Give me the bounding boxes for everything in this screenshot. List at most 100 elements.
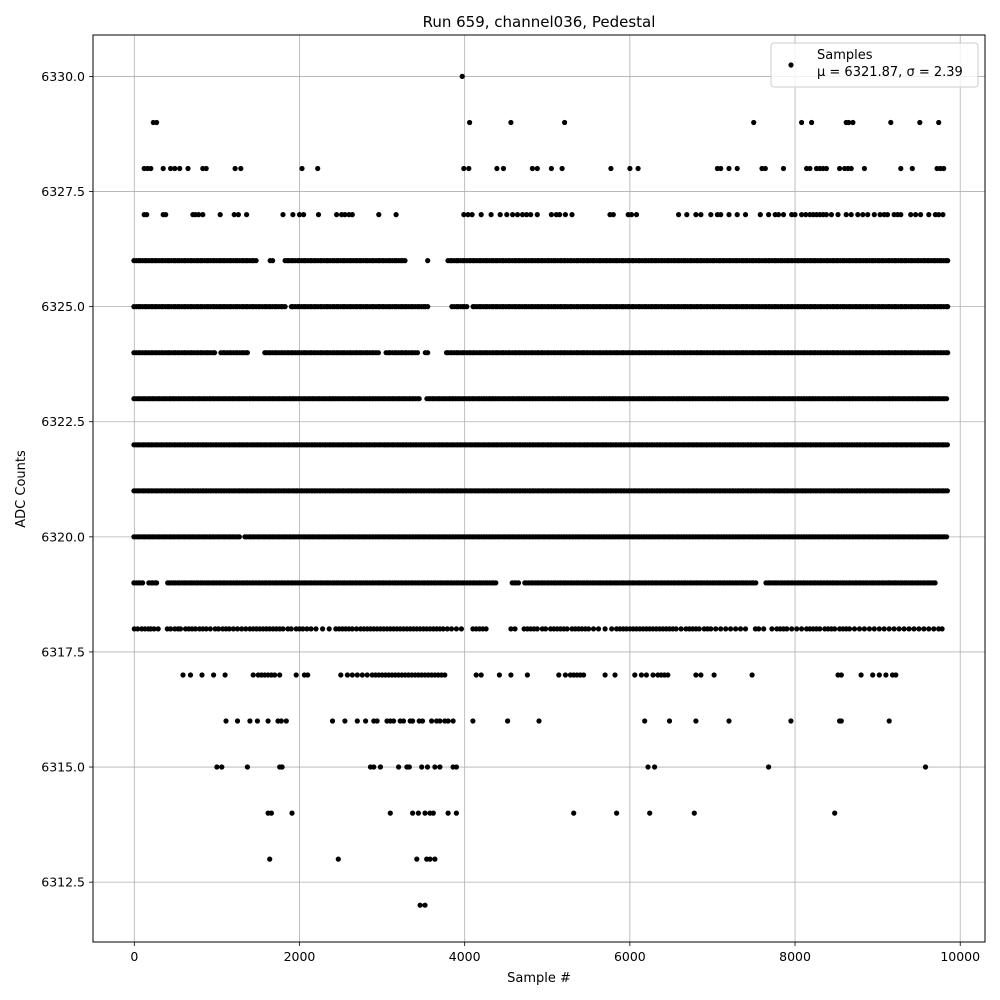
x-tick-label: 4000 <box>449 949 481 964</box>
data-point <box>944 534 950 540</box>
data-point <box>483 626 489 632</box>
data-point <box>374 718 380 724</box>
data-point <box>610 212 616 218</box>
data-point <box>803 212 809 218</box>
data-point <box>866 626 873 632</box>
data-point <box>718 212 724 218</box>
data-point <box>203 626 209 632</box>
data-point <box>832 626 838 632</box>
data-point <box>315 212 322 218</box>
data-point <box>891 626 897 632</box>
data-point <box>279 764 285 770</box>
data-point <box>586 626 592 632</box>
data-point <box>244 212 250 218</box>
y-tick-label: 6315.0 <box>41 760 85 775</box>
data-point <box>514 212 521 218</box>
data-point <box>871 626 877 632</box>
data-point <box>936 119 942 126</box>
data-point <box>848 165 854 172</box>
x-tick-label: 2000 <box>284 949 316 964</box>
data-point <box>375 350 381 356</box>
data-point <box>280 212 286 218</box>
data-point <box>473 672 479 678</box>
data-point <box>289 810 295 816</box>
data-point <box>442 672 448 678</box>
data-point <box>459 73 465 79</box>
data-point <box>684 212 690 218</box>
data-point <box>742 212 749 218</box>
data-point <box>529 165 536 172</box>
data-point <box>515 580 522 586</box>
data-point <box>766 212 772 218</box>
data-point <box>742 626 749 632</box>
data-point <box>414 856 420 862</box>
data-point <box>288 626 294 632</box>
data-point <box>608 165 614 172</box>
data-point <box>944 396 950 402</box>
data-point <box>445 810 451 816</box>
chart-title: Run 659, channel036, Pedestal <box>423 13 656 31</box>
data-point <box>665 672 671 678</box>
data-point <box>437 718 443 724</box>
data-point <box>708 626 714 632</box>
data-point <box>496 672 502 678</box>
data-point <box>718 165 724 172</box>
data-point <box>223 718 229 724</box>
data-point <box>326 626 332 632</box>
data-point <box>726 718 732 724</box>
data-point <box>422 810 428 816</box>
data-point <box>693 672 699 678</box>
data-point <box>871 212 877 218</box>
data-point <box>908 212 914 218</box>
data-point <box>290 212 296 218</box>
data-point <box>253 258 259 264</box>
data-point <box>936 212 942 218</box>
data-point <box>543 626 549 632</box>
data-point <box>155 626 161 632</box>
data-point <box>448 626 455 632</box>
data-point <box>612 672 618 678</box>
data-point <box>846 119 852 126</box>
y-tick-label: 6327.5 <box>41 184 85 199</box>
data-point <box>349 626 355 632</box>
legend-series-stats: μ = 6321.87, σ = 2.39 <box>817 65 963 80</box>
data-point <box>835 212 841 218</box>
x-tick-label: 0 <box>130 949 138 964</box>
data-point <box>377 764 383 770</box>
data-point <box>226 626 232 632</box>
data-point <box>751 119 757 126</box>
data-point <box>691 810 697 816</box>
data-point <box>427 856 433 862</box>
data-point <box>432 764 438 770</box>
data-point <box>534 626 540 632</box>
data-point <box>344 672 350 678</box>
data-point <box>931 626 937 632</box>
data-point <box>906 626 912 632</box>
data-point <box>508 672 514 678</box>
data-point <box>876 626 882 632</box>
data-point <box>296 212 303 218</box>
data-point <box>780 212 787 218</box>
data-point <box>144 212 150 218</box>
data-point <box>524 212 530 218</box>
data-point <box>272 672 278 678</box>
data-point <box>278 718 284 724</box>
data-point <box>354 718 360 724</box>
data-point <box>901 626 907 632</box>
x-tick-label: 6000 <box>614 949 646 964</box>
data-point <box>135 626 141 632</box>
data-point <box>696 626 702 632</box>
data-point <box>222 672 228 678</box>
data-point <box>300 626 306 632</box>
data-point <box>478 672 484 678</box>
data-point <box>678 626 684 632</box>
data-point <box>415 810 421 816</box>
data-point <box>922 764 929 770</box>
data-point <box>497 212 503 218</box>
data-point <box>334 212 340 218</box>
data-point <box>918 212 924 218</box>
data-point <box>602 672 608 678</box>
data-point <box>850 119 856 126</box>
data-point <box>643 672 650 678</box>
data-point <box>349 212 355 218</box>
